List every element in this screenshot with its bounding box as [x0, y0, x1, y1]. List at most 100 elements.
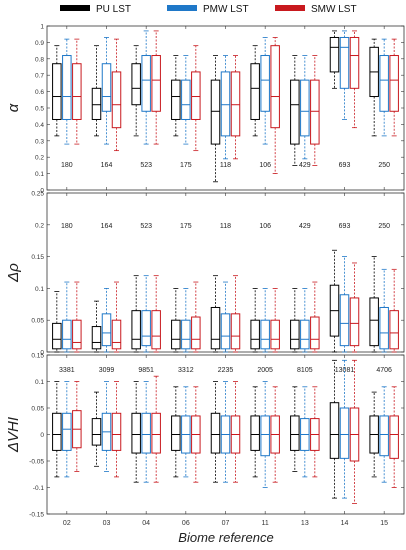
- y-axis-label-1: Δρ: [5, 263, 22, 283]
- box-iqr: [131, 310, 141, 350]
- box-iqr: [101, 313, 112, 347]
- sample-count-0-8: 250: [378, 162, 390, 169]
- y-tick-label-0-3: 0.3: [35, 138, 44, 145]
- box-2-2-8: [389, 386, 399, 488]
- x-axis-label: Biome reference: [178, 530, 273, 545]
- y-tick-label-2-0: -0.15: [29, 512, 44, 519]
- box-1-1-4: [220, 281, 231, 353]
- sample-count-0-3: 175: [180, 162, 192, 169]
- box-1-0-0: [52, 291, 62, 353]
- legend-label-1: PMW LST: [203, 4, 249, 15]
- box-iqr: [151, 310, 161, 350]
- box-2-1-5: [260, 381, 270, 488]
- box-iqr: [349, 36, 360, 89]
- box-iqr: [220, 313, 231, 350]
- box-0-0-3: [171, 55, 181, 137]
- box-0-1-2: [141, 30, 151, 145]
- box-iqr: [329, 36, 340, 73]
- box-2-1-8: [379, 386, 389, 483]
- box-1-2-6: [310, 281, 320, 353]
- box-iqr: [290, 319, 300, 350]
- legend-label-0: PU LST: [96, 4, 131, 15]
- sample-count-2-3: 3312: [178, 367, 194, 374]
- sample-count-2-0: 3381: [59, 367, 75, 374]
- box-1-0-8: [369, 256, 379, 353]
- box-iqr: [151, 55, 161, 112]
- box-2-2-6: [310, 386, 320, 478]
- legend-swatch-2: [275, 5, 305, 11]
- sample-count-1-1: 164: [101, 223, 113, 230]
- box-1-1-5: [260, 287, 270, 353]
- box-iqr: [290, 415, 300, 451]
- box-0-0-5: [250, 45, 260, 137]
- box-iqr: [141, 55, 151, 112]
- box-2-2-2: [151, 375, 161, 483]
- legend-swatch-0: [60, 5, 90, 11]
- box-2-1-6: [300, 386, 310, 478]
- box-iqr: [260, 415, 270, 457]
- box-iqr: [329, 402, 340, 459]
- x-tick-label-3: 06: [182, 520, 190, 527]
- panel-1: 0 0.05 0.1 0.15 0.2 0.25 Δρ 180 164 523 175 118 106 4…: [5, 191, 405, 357]
- x-tick-label-2: 04: [142, 520, 150, 527]
- box-1-0-4: [210, 275, 221, 353]
- sample-count-0-0: 180: [61, 162, 73, 169]
- legend-swatch-1: [167, 5, 197, 11]
- box-iqr: [260, 55, 270, 112]
- box-iqr: [389, 55, 399, 112]
- y-tick-label-1-2: 0.1: [35, 286, 44, 293]
- box-iqr: [72, 63, 82, 120]
- sample-count-1-3: 175: [180, 223, 192, 230]
- box-iqr: [171, 79, 181, 120]
- box-0-1-5: [260, 37, 270, 145]
- box-iqr: [91, 418, 102, 446]
- y-tick-label-0-7: 0.7: [35, 73, 44, 80]
- y-tick-label-2-3: 0: [40, 432, 44, 439]
- box-2-0-7: [329, 359, 340, 499]
- y-tick-label-0-0: 0: [40, 188, 44, 195]
- box-2-0-0: [52, 381, 62, 478]
- box-0-2-8: [389, 38, 399, 137]
- sample-count-0-4: 118: [220, 162, 231, 169]
- box-2-0-3: [171, 386, 181, 478]
- sample-count-0-7: 693: [339, 162, 351, 169]
- box-1-2-8: [389, 268, 399, 353]
- box-0-0-7: [329, 30, 340, 89]
- x-tick-label-7: 14: [341, 520, 349, 527]
- y-tick-label-0-6: 0.6: [35, 89, 44, 96]
- box-iqr: [210, 79, 221, 145]
- box-2-2-7: [349, 359, 360, 504]
- box-0-0-4: [210, 55, 221, 183]
- box-iqr: [349, 297, 360, 347]
- box-2-2-3: [191, 386, 201, 483]
- box-0-1-6: [300, 55, 310, 160]
- sample-count-1-2: 523: [140, 223, 152, 230]
- box-iqr: [220, 71, 231, 137]
- box-iqr: [91, 87, 102, 120]
- x-tick-label-5: 11: [262, 520, 269, 527]
- box-iqr: [191, 316, 201, 350]
- box-0-2-6: [310, 55, 320, 166]
- box-iqr: [250, 415, 260, 451]
- box-0-1-7: [339, 30, 350, 120]
- sample-count-1-4: 118: [220, 223, 231, 230]
- y-axis-label-0: α: [5, 103, 22, 112]
- sample-count-1-5: 106: [259, 223, 271, 230]
- box-2-2-0: [72, 381, 82, 473]
- box-1-0-1: [91, 300, 102, 353]
- box-0-2-4: [230, 55, 241, 160]
- box-iqr: [300, 79, 310, 137]
- box-0-0-1: [91, 45, 102, 137]
- y-axis-label-2: ΔVHI: [5, 417, 22, 453]
- box-iqr: [300, 319, 310, 350]
- box-iqr: [111, 412, 122, 451]
- y-tick-label-2-4: 0.05: [31, 406, 44, 413]
- box-2-0-1: [91, 391, 102, 467]
- box-iqr: [260, 319, 270, 350]
- box-0-1-0: [62, 38, 72, 145]
- box-iqr: [141, 310, 151, 347]
- box-1-0-3: [171, 287, 181, 353]
- sample-count-0-1: 164: [101, 162, 113, 169]
- y-tick-label-0-1: 0.1: [35, 171, 44, 178]
